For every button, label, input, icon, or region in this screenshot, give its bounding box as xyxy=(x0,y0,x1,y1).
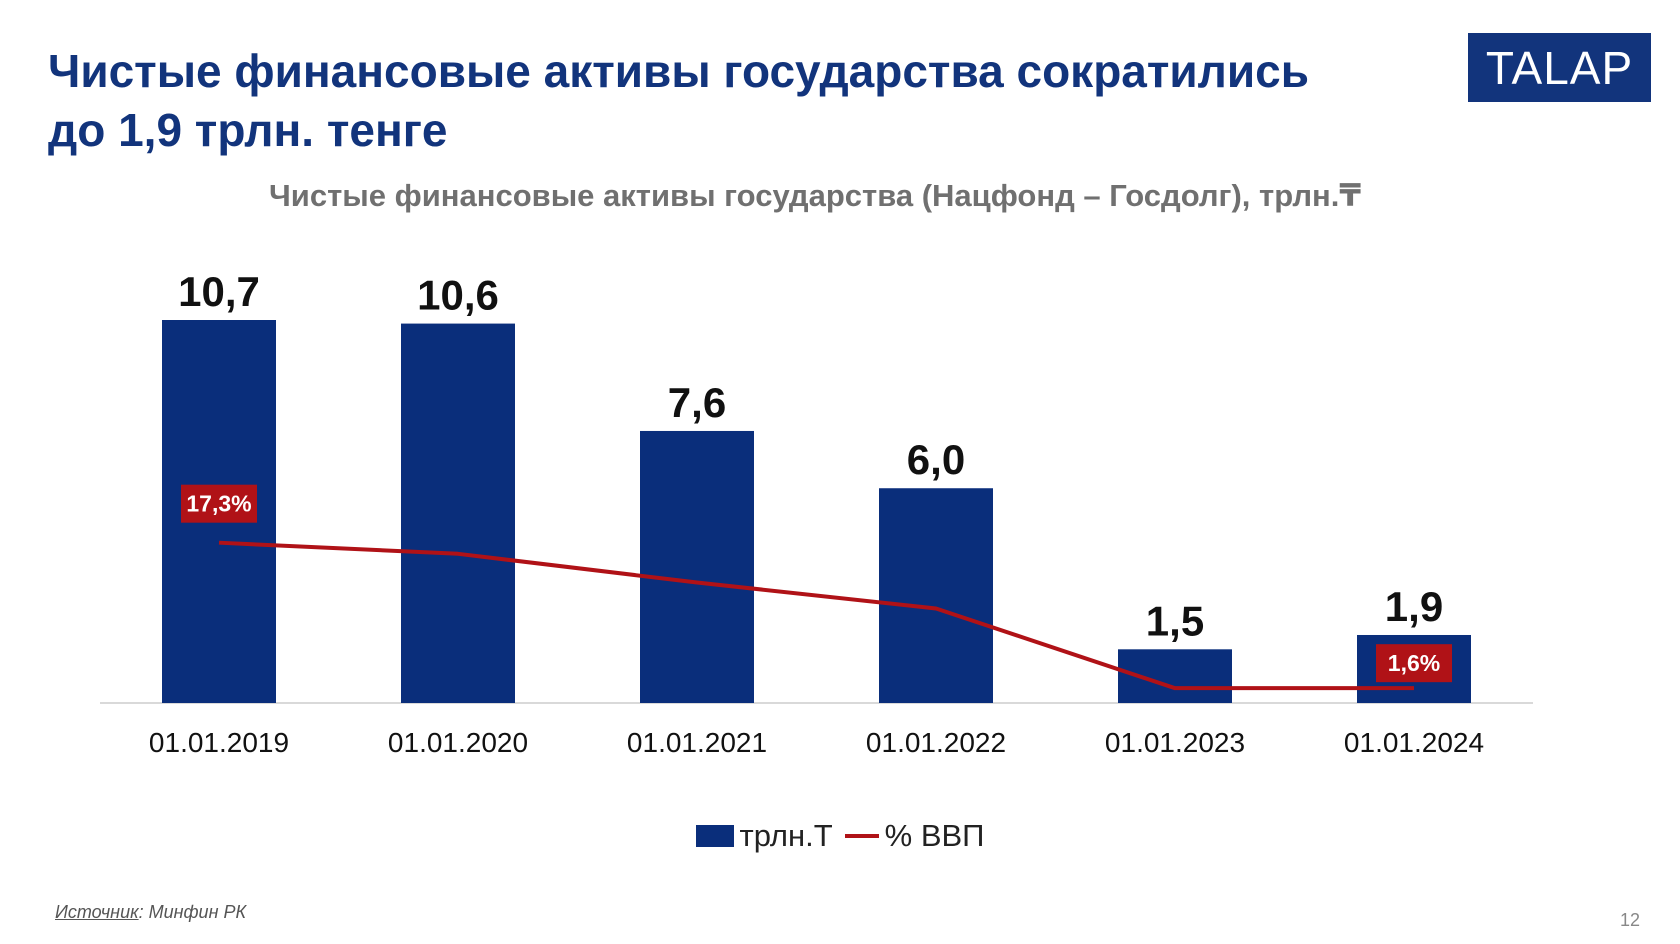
bar-value-label: 1,9 xyxy=(1385,583,1443,630)
chart-legend: трлн.Т % ВВП xyxy=(0,818,1680,854)
legend-item-line: % ВВП xyxy=(844,818,985,854)
line-data-label-box xyxy=(181,484,257,523)
x-tick-label: 01.01.2021 xyxy=(627,727,767,758)
source-note: Источник: Минфин РК xyxy=(55,902,246,923)
x-tick-label: 01.01.2022 xyxy=(866,727,1006,758)
source-text: : Минфин РК xyxy=(138,902,247,922)
bar-value-label: 7,6 xyxy=(668,379,726,426)
x-tick-label: 01.01.2023 xyxy=(1105,727,1245,758)
legend-line-swatch xyxy=(844,834,879,838)
legend-bar-label: трлн.Т xyxy=(739,818,833,853)
line-data-label: 1,6% xyxy=(1388,650,1440,676)
legend-line-label: % ВВП xyxy=(884,818,985,853)
bar xyxy=(640,430,754,703)
headline-line-1: Чистые финансовые активы государства сок… xyxy=(48,45,1310,97)
line-data-label-box xyxy=(1376,644,1452,683)
line-data-label: 17,3% xyxy=(186,491,251,517)
bar-value-label: 6,0 xyxy=(907,436,965,483)
x-tick-label: 01.01.2024 xyxy=(1344,727,1484,758)
x-tick-label: 01.01.2020 xyxy=(388,727,528,758)
legend-bar-swatch xyxy=(695,825,734,847)
bar xyxy=(879,488,993,703)
talap-logo: TALAP xyxy=(1468,33,1651,102)
source-label: Источник xyxy=(55,902,139,922)
gdp-share-line xyxy=(218,540,1414,691)
slide-headline: Чистые финансовые активы государства сок… xyxy=(48,42,1408,160)
bar-value-label: 10,6 xyxy=(417,272,499,319)
bar-value-label: 10,7 xyxy=(178,268,260,315)
bar xyxy=(401,323,515,703)
legend-item-bars: трлн.Т xyxy=(695,818,833,854)
headline-line-2: до 1,9 трлн. тенге xyxy=(48,104,448,156)
bar-value-label: 1,5 xyxy=(1146,597,1204,644)
page-number: 12 xyxy=(1620,910,1641,930)
chart-title: Чистые финансовые активы государства (На… xyxy=(269,178,1361,213)
x-tick-label: 01.01.2019 xyxy=(149,727,289,758)
